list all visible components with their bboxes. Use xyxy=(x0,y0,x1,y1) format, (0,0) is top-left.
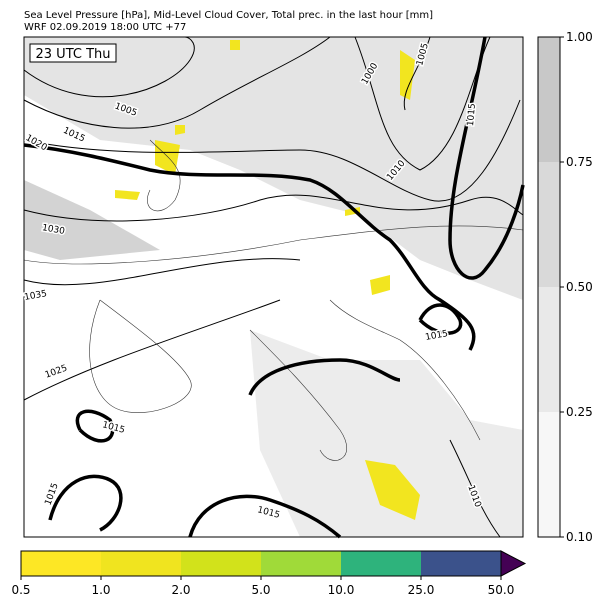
precip-area xyxy=(115,40,420,520)
colorbar-band xyxy=(181,551,261,576)
subtitle: WRF 02.09.2019 18:00 UTC +77 xyxy=(24,22,186,33)
tick-label: 10.0 xyxy=(328,583,355,597)
colorbar-extend xyxy=(500,550,527,577)
map-frame xyxy=(23,36,524,538)
cloud-area xyxy=(24,37,523,300)
tick-label: 2.0 xyxy=(171,583,190,597)
tick-label: 5.0 xyxy=(251,583,270,597)
colorbar-band xyxy=(538,412,560,537)
isobar xyxy=(23,36,524,538)
colorbar-band xyxy=(421,551,501,576)
tick-label: 50.0 xyxy=(488,583,515,597)
precip-colorbar: 0.5 1.0 2.0 5.0 10.0 25.0 50.0 xyxy=(11,550,527,597)
tick-label: 0.25 xyxy=(566,405,593,419)
tick-label: 0.5 xyxy=(11,583,30,597)
cloud-area xyxy=(250,330,523,537)
colorbar-band xyxy=(538,162,560,287)
title: Sea Level Pressure [hPa], Mid-Level Clou… xyxy=(24,10,433,21)
time-box xyxy=(29,43,117,63)
tick-label: 0.50 xyxy=(566,280,593,294)
tick-label: 0.10 xyxy=(566,530,593,544)
colorbar-band xyxy=(21,551,101,576)
tick-label: 1.00 xyxy=(566,30,593,44)
tick-label: 25.0 xyxy=(408,583,435,597)
colorbar-band xyxy=(341,551,421,576)
colorbar-band xyxy=(538,287,560,412)
contour-label: 1015 xyxy=(466,103,478,127)
colorbar-band xyxy=(261,551,341,576)
colorbar-band xyxy=(101,551,181,576)
time-label: 23 UTC Thu xyxy=(36,47,111,62)
tick-label: 1.0 xyxy=(91,583,110,597)
cloud-colorbar: 0.10 0.25 0.50 0.75 1.00 xyxy=(537,30,593,544)
colorbar-band xyxy=(538,37,560,162)
map: 1005100010051015102010151010103010351025… xyxy=(22,36,525,539)
tick-label: 0.75 xyxy=(566,155,593,169)
coastline xyxy=(23,139,524,461)
isobar-1015 xyxy=(23,36,525,539)
